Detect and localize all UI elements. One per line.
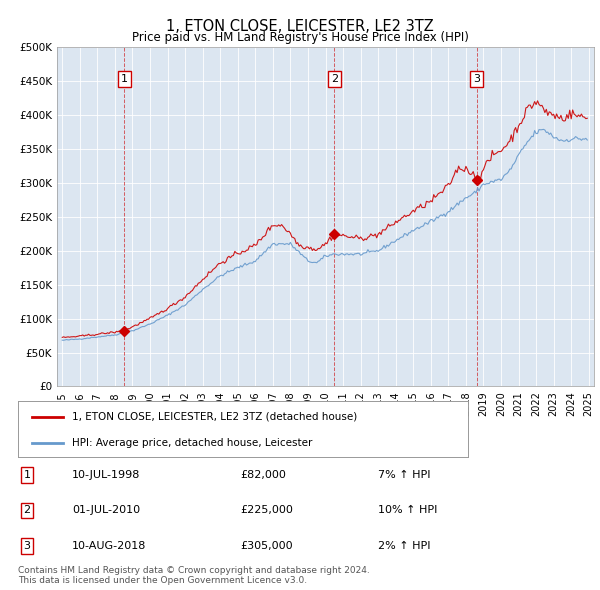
- Text: 3: 3: [473, 74, 480, 84]
- Text: Price paid vs. HM Land Registry's House Price Index (HPI): Price paid vs. HM Land Registry's House …: [131, 31, 469, 44]
- Text: 2% ↑ HPI: 2% ↑ HPI: [378, 541, 431, 550]
- Text: £82,000: £82,000: [240, 470, 286, 480]
- Text: 10-JUL-1998: 10-JUL-1998: [72, 470, 140, 480]
- Text: 7% ↑ HPI: 7% ↑ HPI: [378, 470, 431, 480]
- Text: 1: 1: [121, 74, 128, 84]
- Text: 1, ETON CLOSE, LEICESTER, LE2 3TZ: 1, ETON CLOSE, LEICESTER, LE2 3TZ: [166, 19, 434, 34]
- Text: 1: 1: [23, 470, 31, 480]
- Text: 10-AUG-2018: 10-AUG-2018: [72, 541, 146, 550]
- Text: 10% ↑ HPI: 10% ↑ HPI: [378, 506, 437, 515]
- Text: 1, ETON CLOSE, LEICESTER, LE2 3TZ (detached house): 1, ETON CLOSE, LEICESTER, LE2 3TZ (detac…: [72, 412, 357, 422]
- Text: 2: 2: [23, 506, 31, 515]
- Text: £225,000: £225,000: [240, 506, 293, 515]
- Text: £305,000: £305,000: [240, 541, 293, 550]
- Text: 3: 3: [23, 541, 31, 550]
- Text: 01-JUL-2010: 01-JUL-2010: [72, 506, 140, 515]
- Text: HPI: Average price, detached house, Leicester: HPI: Average price, detached house, Leic…: [72, 438, 313, 448]
- Text: Contains HM Land Registry data © Crown copyright and database right 2024.
This d: Contains HM Land Registry data © Crown c…: [18, 566, 370, 585]
- Text: 2: 2: [331, 74, 338, 84]
